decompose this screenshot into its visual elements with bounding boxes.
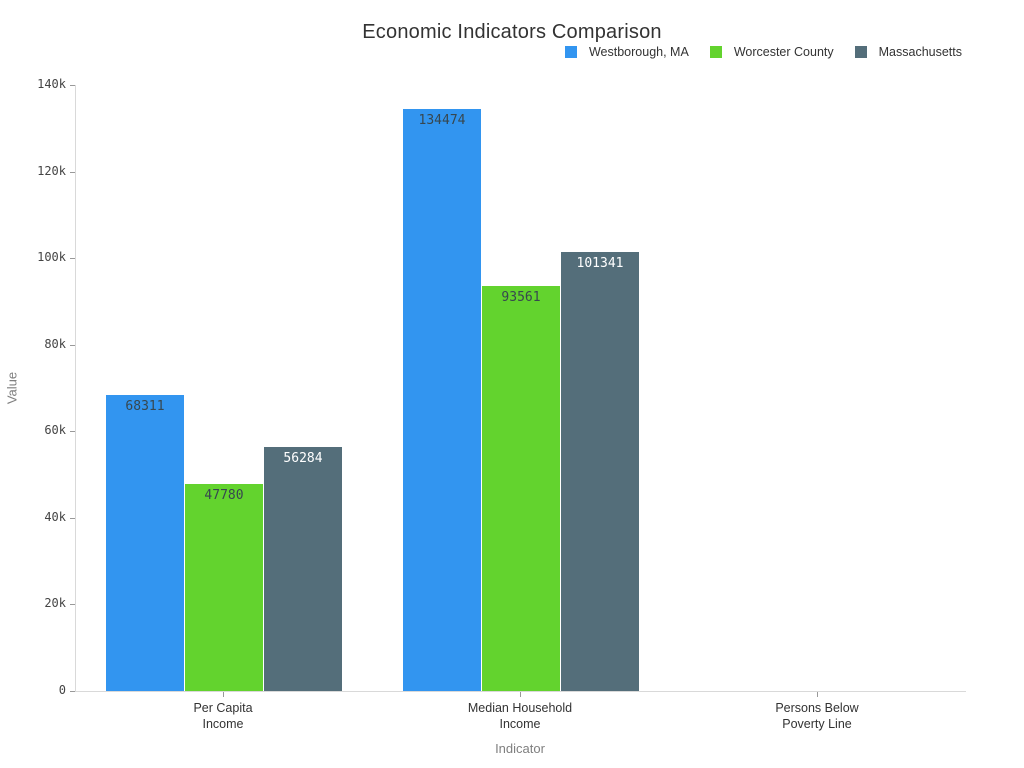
plot-area: 68311 47780 56284 134474 93561 101341 xyxy=(75,85,966,692)
bar-westborough-ma-per-capita-income[interactable]: 68311 xyxy=(106,395,184,691)
y-tick-mark xyxy=(70,85,75,86)
legend-label: Worcester County xyxy=(733,45,834,59)
y-tick-label: 60k xyxy=(44,423,66,438)
bar-massachusetts-per-capita-income[interactable]: 56284 xyxy=(264,447,342,691)
legend-label: Westborough, MA xyxy=(588,45,689,59)
legend-label: Massachusetts xyxy=(878,45,962,59)
x-category-label-median-household-income: Median Household Income xyxy=(467,701,573,731)
bar-value-label: 56284 xyxy=(283,451,323,466)
y-tick-mark xyxy=(70,171,75,173)
y-axis-title: Value xyxy=(4,371,20,405)
x-axis-title: Indicator xyxy=(495,741,545,756)
y-tick-label: 140k xyxy=(37,77,66,91)
chart-title: Economic Indicators Comparison xyxy=(362,21,662,43)
y-tick-mark xyxy=(70,344,75,346)
legend: Westborough, MA Worcester County Massachus… xyxy=(564,45,962,59)
y-tick-mark xyxy=(70,517,75,519)
legend-item-westborough-ma[interactable]: Westborough, MA xyxy=(564,45,689,59)
bar-massachusetts-median-household-income[interactable]: 101341 xyxy=(561,252,639,691)
legend-item-worcester-county[interactable]: Worcester County xyxy=(709,45,834,59)
y-tick-mark xyxy=(70,691,75,692)
x-category-label-persons-below-poverty-line: Persons Below Poverty Line xyxy=(775,701,859,731)
bar-value-label: 134474 xyxy=(418,113,466,128)
y-tick-label: 80k xyxy=(44,336,66,351)
legend-item-massachusetts[interactable]: Massachusetts xyxy=(854,45,962,59)
legend-swatch xyxy=(709,46,722,58)
y-tick-label: 120k xyxy=(37,163,66,178)
y-tick-mark xyxy=(70,604,75,606)
y-tick-mark xyxy=(70,258,75,260)
y-tick-mark xyxy=(70,431,75,433)
x-tick-mark xyxy=(223,692,224,697)
x-category-label-per-capita-income: Per Capita Income xyxy=(193,701,253,731)
bar-value-label: 68311 xyxy=(125,399,165,414)
y-tick-label: 20k xyxy=(44,596,66,611)
bar-worcester-county-per-capita-income[interactable]: 47780 xyxy=(185,484,263,691)
y-tick-label: 40k xyxy=(44,509,66,524)
bar-value-label: 101341 xyxy=(576,256,624,271)
x-tick-mark xyxy=(520,692,521,697)
legend-swatch xyxy=(564,46,577,58)
legend-swatch xyxy=(854,46,867,58)
bar-westborough-ma-median-household-income[interactable]: 134474 xyxy=(403,109,481,691)
y-tick-label: 100k xyxy=(37,250,66,265)
bar-value-label: 93561 xyxy=(501,290,541,305)
bar-value-label: 47780 xyxy=(204,488,244,503)
bar-worcester-county-median-household-income[interactable]: 93561 xyxy=(482,286,560,691)
y-tick-label: 0 xyxy=(58,683,66,697)
x-tick-mark xyxy=(817,692,818,697)
